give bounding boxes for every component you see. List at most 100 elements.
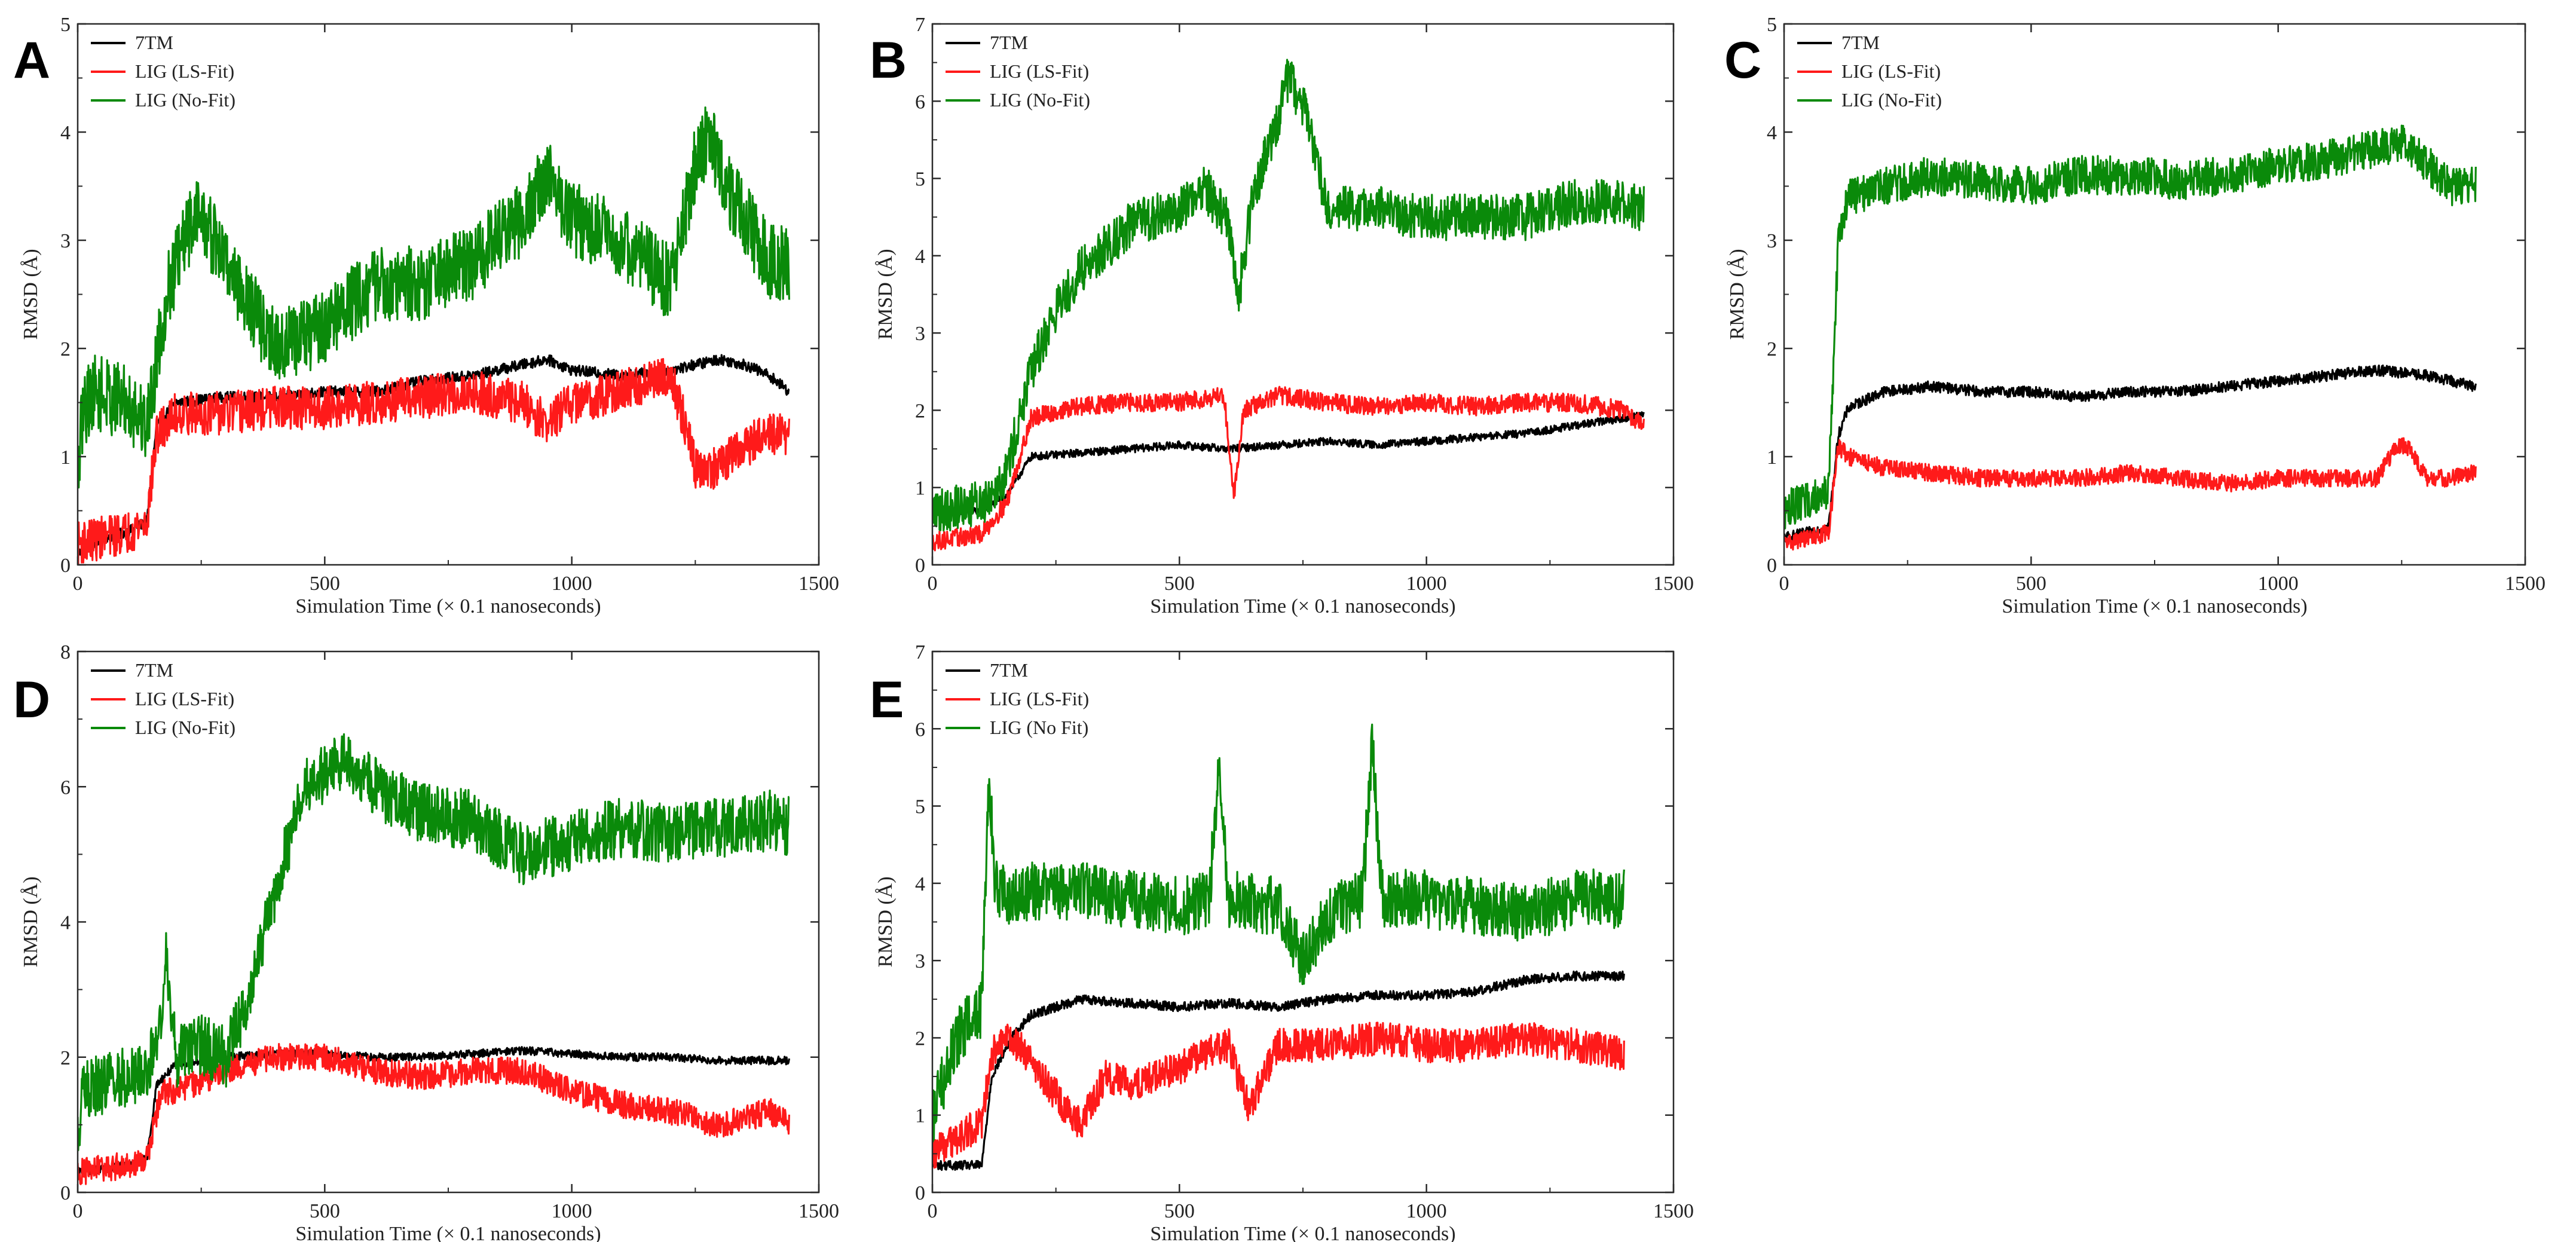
series-line-lig-ls-fit <box>1784 437 2477 551</box>
y-tick-label: 2 <box>60 338 71 360</box>
y-tick-label: 0 <box>60 1182 71 1204</box>
legend-label: 7TM <box>990 659 1028 681</box>
y-tick-label: 3 <box>1767 230 1777 252</box>
y-tick-label: 1 <box>60 446 71 469</box>
y-tick-label: 5 <box>60 14 71 36</box>
series-line-lig-ls-fit <box>78 1042 790 1185</box>
chart-panel-c: C 0 500 1000 1500 0 1 2 3 4 5 Simulation Time (× 0.… <box>1724 14 2546 617</box>
x-tick-label: 0 <box>928 573 938 595</box>
y-tick-label: 3 <box>915 323 925 345</box>
legend-label: LIG (No-Fit) <box>1841 89 1942 111</box>
y-axis-label: RMSD (Å) <box>1726 249 1748 339</box>
y-tick-label: 4 <box>60 122 71 144</box>
series-line-lig-no-fit <box>78 106 790 489</box>
series-line-7tm <box>78 1045 790 1176</box>
panel-letter: E <box>870 671 904 729</box>
y-tick-label: 1 <box>915 478 925 500</box>
series-line-lig-ls-fit <box>932 1021 1625 1169</box>
y-axis-label: RMSD (Å) <box>20 876 42 967</box>
legend-label: LIG (LS-Fit) <box>135 60 234 82</box>
legend-label: LIG (LS-Fit) <box>990 60 1089 82</box>
panel-letter: C <box>1724 32 1761 89</box>
series-line-lig-ls-fit <box>78 357 790 565</box>
panel-letter: B <box>870 32 907 89</box>
x-axis-label: Simulation Time (× 0.1 nanoseconds) <box>2002 595 2307 617</box>
y-tick-label: 8 <box>60 641 71 663</box>
panel-letter: A <box>13 32 50 89</box>
chart-panel-e: E 0 500 1000 1500 0 1 2 3 4 5 6 7 Simulation Time (× … <box>870 641 1694 1242</box>
y-tick-label: 5 <box>1767 14 1777 36</box>
y-tick-label: 1 <box>1767 446 1777 469</box>
legend-label: LIG (No-Fit) <box>990 89 1090 111</box>
x-tick-label: 1500 <box>1653 573 1694 595</box>
y-axis-label: RMSD (Å) <box>20 249 42 339</box>
y-tick-label: 4 <box>915 873 925 895</box>
series-line-7tm <box>1784 364 2477 543</box>
y-tick-label: 4 <box>1767 122 1777 144</box>
chart-panel-b: B 0 500 1000 1500 0 1 2 3 4 5 6 7 Simulation Time (× … <box>870 14 1694 617</box>
x-tick-label: 1000 <box>2258 573 2299 595</box>
x-tick-label: 0 <box>928 1200 938 1222</box>
y-tick-label: 7 <box>915 14 925 36</box>
y-tick-label: 7 <box>915 641 925 663</box>
y-tick-label: 6 <box>915 91 925 113</box>
legend-label: 7TM <box>135 32 173 53</box>
y-tick-label: 2 <box>60 1047 71 1069</box>
x-tick-label: 500 <box>1164 573 1195 595</box>
x-tick-label: 500 <box>310 573 340 595</box>
x-tick-label: 1500 <box>799 573 839 595</box>
y-axis-label: RMSD (Å) <box>874 249 897 339</box>
x-tick-label: 1000 <box>1406 1200 1447 1222</box>
legend-label: LIG (LS-Fit) <box>990 688 1089 709</box>
panel-letter: D <box>13 671 50 729</box>
x-tick-label: 500 <box>310 1200 340 1222</box>
legend-label: 7TM <box>1841 32 1880 53</box>
series-line-lig-no-fit <box>1784 124 2477 530</box>
x-tick-label: 1000 <box>552 1200 592 1222</box>
y-tick-label: 1 <box>915 1105 925 1127</box>
series-line-lig-ls-fit <box>932 386 1645 552</box>
y-tick-label: 0 <box>915 555 925 577</box>
chart-panel-a: A 0 500 1000 1500 0 1 2 3 4 5 Simulation Time (× 0.… <box>13 14 839 617</box>
x-axis-label: Simulation Time (× 0.1 nanoseconds) <box>1150 1223 1455 1242</box>
chart-panel-d: D 0 500 1000 1500 0 2 4 6 8 Simulation Time (× 0.1… <box>13 641 839 1242</box>
y-tick-label: 0 <box>915 1182 925 1204</box>
y-tick-label: 0 <box>1767 555 1777 577</box>
legend-label: LIG (LS-Fit) <box>1841 60 1941 82</box>
legend-label: 7TM <box>990 32 1028 53</box>
x-tick-label: 1500 <box>2505 573 2546 595</box>
y-tick-label: 2 <box>915 1027 925 1050</box>
x-tick-label: 1000 <box>552 573 592 595</box>
x-axis-label: Simulation Time (× 0.1 nanoseconds) <box>295 595 601 617</box>
x-tick-label: 1500 <box>1653 1200 1694 1222</box>
y-tick-label: 3 <box>915 950 925 972</box>
legend-label: LIG (No-Fit) <box>135 717 235 738</box>
legend-label: LIG (No-Fit) <box>135 89 235 111</box>
y-tick-label: 6 <box>915 718 925 741</box>
series-line-lig-no-fit <box>932 59 1645 532</box>
x-tick-label: 0 <box>1779 573 1789 595</box>
y-tick-label: 2 <box>915 400 925 422</box>
series-line-7tm <box>932 411 1645 516</box>
x-tick-label: 0 <box>73 1200 83 1222</box>
legend-label: LIG (No Fit) <box>990 717 1088 738</box>
series-line-lig-no-fit <box>78 733 790 1151</box>
x-tick-label: 1500 <box>799 1200 839 1222</box>
y-tick-label: 4 <box>60 912 71 934</box>
x-tick-label: 500 <box>1164 1200 1195 1222</box>
x-tick-label: 500 <box>2016 573 2046 595</box>
legend-label: 7TM <box>135 659 173 681</box>
x-axis-label: Simulation Time (× 0.1 nanoseconds) <box>295 1223 601 1242</box>
x-tick-label: 1000 <box>1406 573 1447 595</box>
y-tick-label: 5 <box>915 796 925 818</box>
y-tick-label: 5 <box>915 169 925 191</box>
legend-label: LIG (LS-Fit) <box>135 688 234 709</box>
y-tick-label: 0 <box>60 555 71 577</box>
y-tick-label: 2 <box>1767 338 1777 360</box>
y-axis-label: RMSD (Å) <box>874 876 897 967</box>
y-tick-label: 3 <box>60 230 71 252</box>
series-line-lig-no-fit <box>932 723 1625 1143</box>
x-tick-label: 0 <box>73 573 83 595</box>
y-tick-label: 6 <box>60 776 71 799</box>
